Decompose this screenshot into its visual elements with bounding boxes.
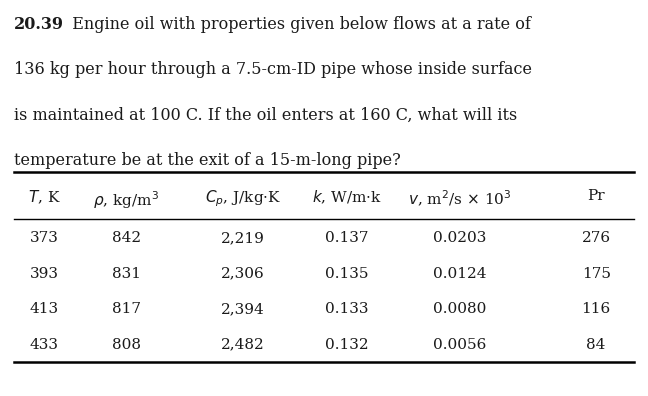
Text: 0.132: 0.132 xyxy=(325,338,369,352)
Text: 136 kg per hour through a 7.5-cm-ID pipe whose inside surface: 136 kg per hour through a 7.5-cm-ID pipe… xyxy=(14,61,532,78)
Text: $\rho$, kg/m$^3$: $\rho$, kg/m$^3$ xyxy=(93,189,159,211)
Text: Pr: Pr xyxy=(587,189,605,203)
Text: 276: 276 xyxy=(582,231,610,245)
Text: temperature be at the exit of a 15-m-long pipe?: temperature be at the exit of a 15-m-lon… xyxy=(14,152,401,169)
Text: 0.137: 0.137 xyxy=(325,231,369,245)
Text: $v$, m$^2$/s $\times$ 10$^3$: $v$, m$^2$/s $\times$ 10$^3$ xyxy=(408,189,512,209)
Text: 808: 808 xyxy=(112,338,141,352)
Text: 2,482: 2,482 xyxy=(221,338,265,352)
Text: 2,219: 2,219 xyxy=(221,231,265,245)
Text: 393: 393 xyxy=(30,267,58,280)
Text: 373: 373 xyxy=(30,231,58,245)
Text: 0.0080: 0.0080 xyxy=(434,302,487,316)
Text: 175: 175 xyxy=(582,267,610,280)
Text: 20.39: 20.39 xyxy=(14,16,64,33)
Text: 84: 84 xyxy=(586,338,606,352)
Text: $k$, W/m$\cdot$k: $k$, W/m$\cdot$k xyxy=(312,189,382,206)
Text: 0.0124: 0.0124 xyxy=(434,267,487,280)
Text: $C_p$, J/kg$\cdot$K: $C_p$, J/kg$\cdot$K xyxy=(205,189,281,209)
Text: Engine oil with properties given below flows at a rate of: Engine oil with properties given below f… xyxy=(62,16,531,33)
Text: 0.135: 0.135 xyxy=(325,267,369,280)
Text: 0.133: 0.133 xyxy=(325,302,369,316)
Text: 413: 413 xyxy=(30,302,58,316)
Text: 817: 817 xyxy=(112,302,141,316)
Text: 831: 831 xyxy=(112,267,141,280)
Text: $T$, K: $T$, K xyxy=(28,189,60,206)
Text: 2,394: 2,394 xyxy=(221,302,265,316)
Text: 0.0056: 0.0056 xyxy=(434,338,487,352)
Text: is maintained at 100 C. If the oil enters at 160 C, what will its: is maintained at 100 C. If the oil enter… xyxy=(14,107,518,124)
Text: 0.0203: 0.0203 xyxy=(434,231,487,245)
Text: 116: 116 xyxy=(581,302,611,316)
Text: 842: 842 xyxy=(112,231,141,245)
Text: 2,306: 2,306 xyxy=(221,267,265,280)
Text: 433: 433 xyxy=(30,338,58,352)
